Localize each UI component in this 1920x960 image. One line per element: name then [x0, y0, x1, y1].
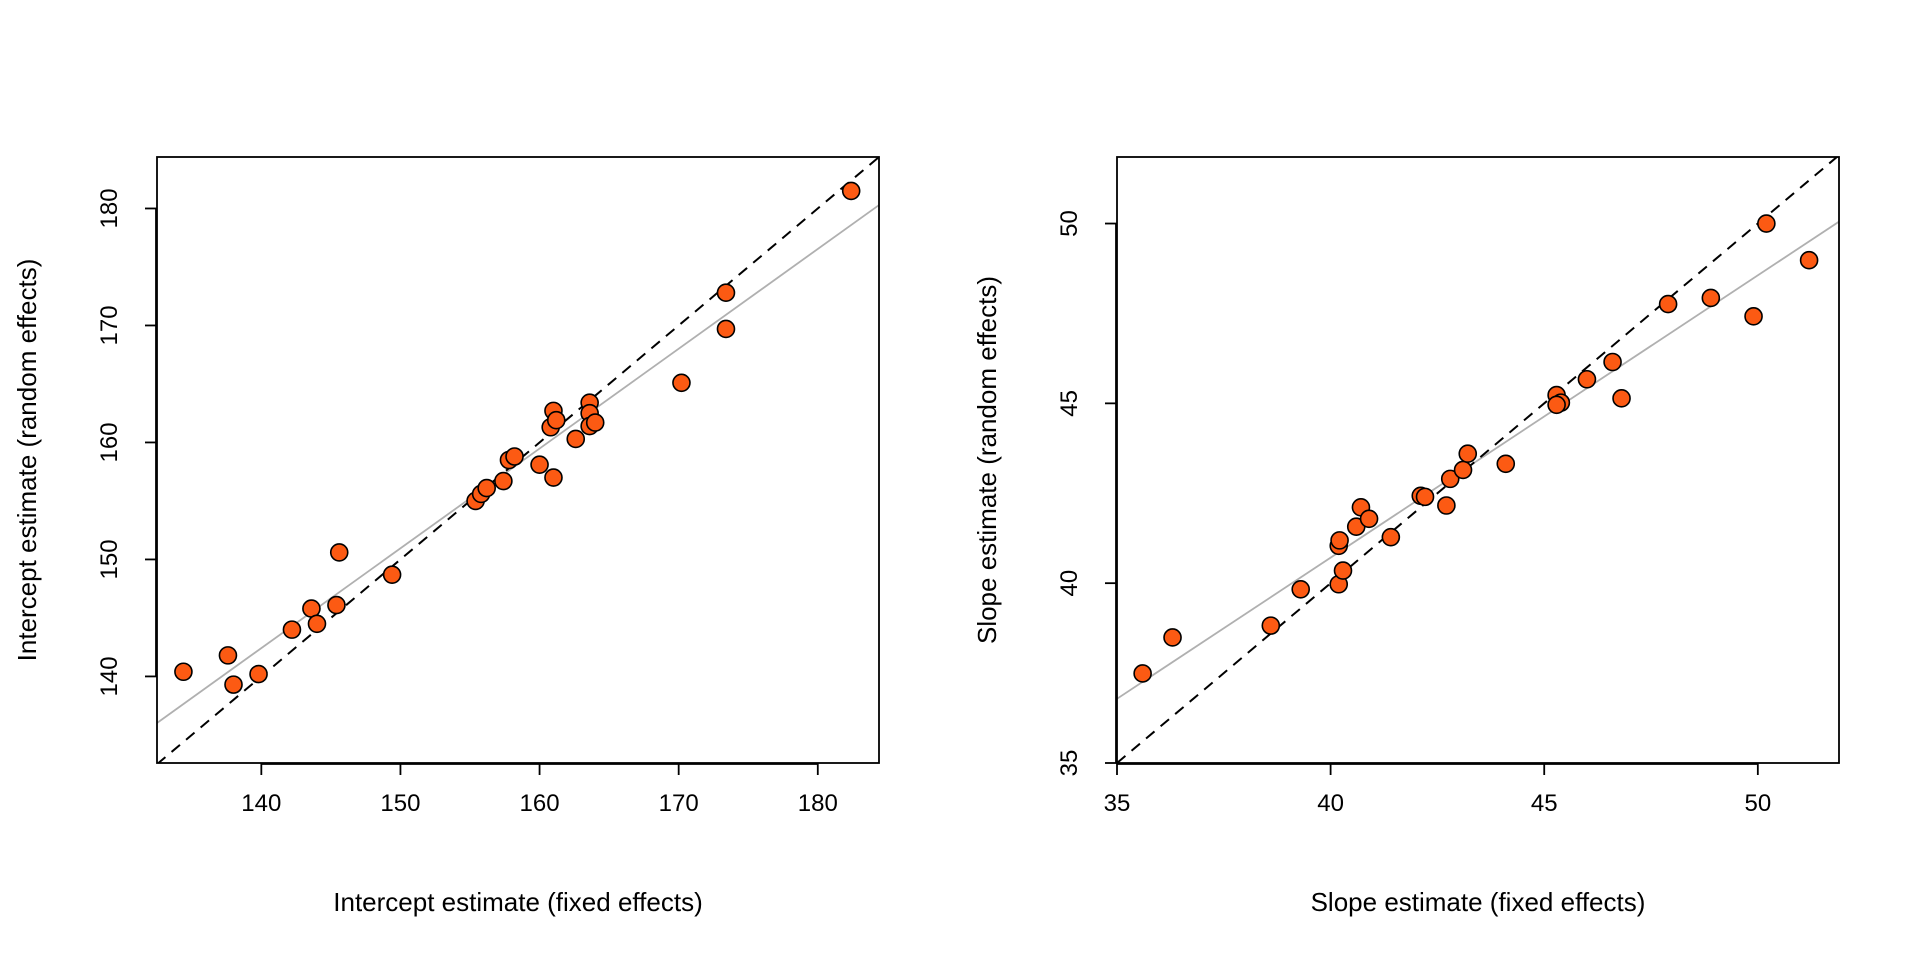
data-point [1415, 487, 1435, 507]
x-tick-label: 170 [659, 790, 699, 817]
data-point [716, 283, 736, 303]
x-axis-title: Slope estimate (fixed effects) [1311, 887, 1646, 917]
identity-line [157, 157, 879, 763]
data-point [1440, 469, 1460, 489]
data-point [1458, 444, 1478, 464]
y-axis-title: Intercept estimate (random effects) [12, 259, 42, 662]
data-point [1744, 307, 1763, 326]
x-tick-label: 50 [1744, 790, 1771, 817]
x-tick-label: 35 [1104, 790, 1131, 817]
data-point [224, 675, 243, 694]
x-tick-label: 140 [241, 790, 281, 817]
data-point [1333, 561, 1353, 580]
data-point [841, 181, 861, 201]
data-point [544, 468, 563, 487]
data-point [672, 373, 691, 393]
data-point [1701, 288, 1721, 308]
x-tick-label: 40 [1317, 790, 1344, 817]
x-tick-label: 150 [380, 790, 420, 817]
data-point [1381, 527, 1401, 547]
plot-frame [156, 156, 880, 764]
data-point [716, 319, 736, 339]
y-tick-label: 35 [1056, 750, 1083, 777]
data-point [546, 410, 566, 430]
data-point [1799, 250, 1819, 270]
identity-line [1117, 157, 1839, 763]
data-point [249, 664, 268, 684]
y-tick-label: 50 [1056, 210, 1083, 237]
intercept-panel: Intercept estimate (fixed effects) Inter… [12, 156, 880, 917]
y-tick-label: 160 [96, 422, 123, 462]
y-tick-label: 40 [1056, 570, 1083, 597]
data-point [174, 662, 193, 682]
y-tick-label: 150 [96, 539, 123, 579]
data-point [1437, 496, 1456, 515]
data-point [218, 646, 238, 665]
data-point [1496, 454, 1516, 474]
data-point [282, 620, 302, 639]
y-axis-title: Slope estimate (random effects) [972, 276, 1002, 644]
data-point [1359, 509, 1379, 529]
y-tick-label: 170 [96, 305, 123, 345]
data-point [1453, 460, 1473, 480]
data-point [327, 595, 346, 615]
x-tick-label: 45 [1531, 790, 1558, 817]
x-tick-label: 160 [520, 790, 560, 817]
y-tick-label: 140 [96, 656, 123, 696]
data-point [1612, 389, 1631, 408]
data-point [1133, 664, 1152, 683]
data-point [1547, 395, 1566, 415]
data-point [505, 447, 524, 466]
data-point [329, 543, 349, 562]
data-point [566, 429, 586, 449]
plot-frame [1116, 156, 1840, 764]
data-point [1757, 214, 1776, 233]
data-point [477, 478, 496, 498]
data-point [1291, 579, 1311, 599]
data-point [382, 565, 402, 584]
y-tick-label: 180 [96, 188, 123, 228]
fit-line [1117, 220, 1839, 700]
data-point [1261, 616, 1281, 635]
data-point [585, 413, 605, 432]
y-tick-label: 45 [1056, 390, 1083, 417]
data-point [1330, 531, 1349, 550]
data-point [1658, 294, 1678, 314]
x-tick-label: 180 [798, 790, 838, 817]
data-point [307, 614, 327, 634]
data-point [1577, 369, 1597, 389]
slope-panel: Slope estimate (fixed effects) Slope est… [972, 156, 1840, 917]
x-axis-title: Intercept estimate (fixed effects) [333, 887, 702, 917]
data-point [530, 455, 549, 474]
data-point [1163, 628, 1182, 647]
data-point [494, 471, 513, 491]
data-point [1603, 352, 1622, 372]
